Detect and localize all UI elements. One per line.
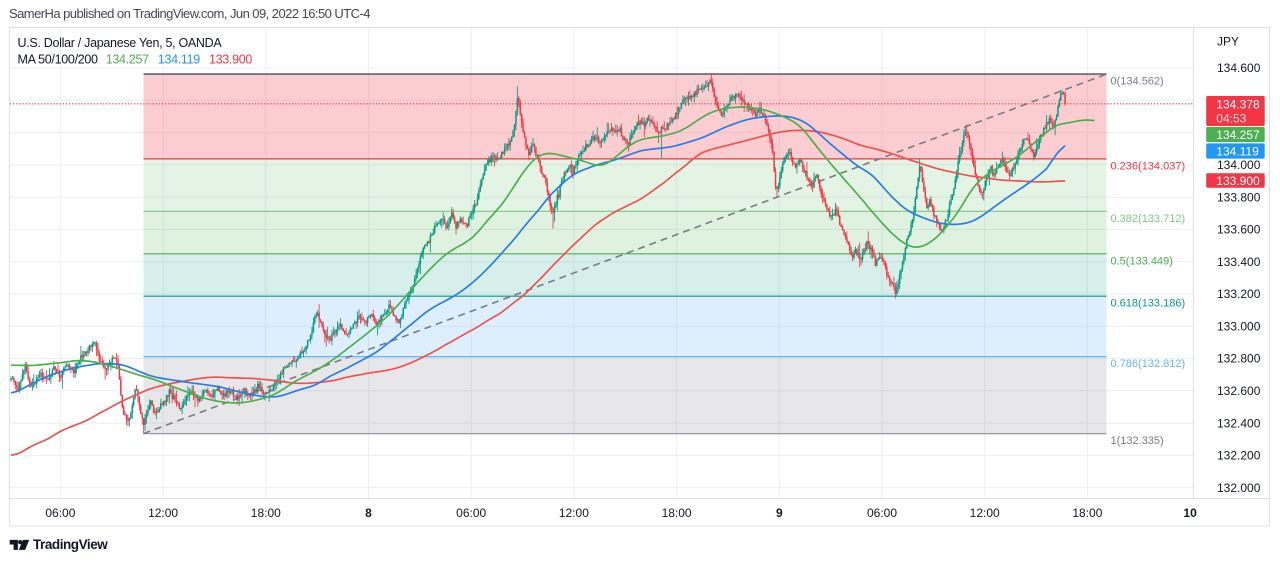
svg-text:134.000: 134.000	[1217, 158, 1261, 172]
svg-text:132.000: 132.000	[1217, 481, 1261, 495]
svg-text:133.800: 133.800	[1217, 190, 1261, 204]
svg-text:1(132.335): 1(132.335)	[1111, 435, 1164, 447]
svg-text:9: 9	[776, 506, 783, 520]
svg-text:12:00: 12:00	[970, 506, 1000, 520]
svg-text:132.400: 132.400	[1217, 416, 1261, 430]
svg-text:134.119: 134.119	[1216, 144, 1259, 158]
svg-text:12:00: 12:00	[148, 506, 178, 520]
svg-text:SamerHa published on TradingVi: SamerHa published on TradingView.com, Ju…	[9, 6, 370, 21]
svg-text:134.257: 134.257	[1216, 128, 1260, 142]
svg-text:U.S. Dollar / Japanese Yen, 5,: U.S. Dollar / Japanese Yen, 5, OANDA	[18, 36, 223, 50]
svg-text:133.900: 133.900	[1216, 174, 1260, 188]
svg-text:133.000: 133.000	[1217, 319, 1261, 333]
svg-text:0.382(133.712): 0.382(133.712)	[1111, 213, 1186, 225]
svg-text:134.378: 134.378	[1216, 97, 1260, 111]
svg-text:0.5(133.449): 0.5(133.449)	[1111, 255, 1173, 267]
svg-text:10: 10	[1183, 506, 1197, 520]
svg-text:06:00: 06:00	[45, 506, 75, 520]
svg-text:133.200: 133.200	[1217, 287, 1261, 301]
svg-text:133.600: 133.600	[1217, 223, 1261, 237]
svg-text:18:00: 18:00	[251, 506, 281, 520]
svg-text:0(134.562): 0(134.562)	[1111, 76, 1164, 88]
svg-text:18:00: 18:00	[662, 506, 692, 520]
svg-text:134.600: 134.600	[1217, 61, 1261, 75]
svg-text:18:00: 18:00	[1072, 506, 1102, 520]
svg-text:8: 8	[365, 506, 372, 520]
svg-text:06:00: 06:00	[456, 506, 486, 520]
svg-text:06:00: 06:00	[867, 506, 897, 520]
svg-text:TradingView: TradingView	[33, 537, 108, 552]
svg-text:0.786(132.812): 0.786(132.812)	[1111, 358, 1186, 370]
svg-text:12:00: 12:00	[559, 506, 589, 520]
svg-text:133.400: 133.400	[1217, 255, 1261, 269]
svg-text:132.600: 132.600	[1217, 384, 1261, 398]
svg-text:0.236(134.037): 0.236(134.037)	[1111, 160, 1186, 172]
svg-text:JPY: JPY	[1217, 35, 1239, 49]
svg-text:0.618(133.186): 0.618(133.186)	[1111, 298, 1186, 310]
svg-text:132.200: 132.200	[1217, 449, 1261, 463]
svg-text:132.800: 132.800	[1217, 352, 1261, 366]
svg-text:04:53: 04:53	[1216, 112, 1246, 126]
